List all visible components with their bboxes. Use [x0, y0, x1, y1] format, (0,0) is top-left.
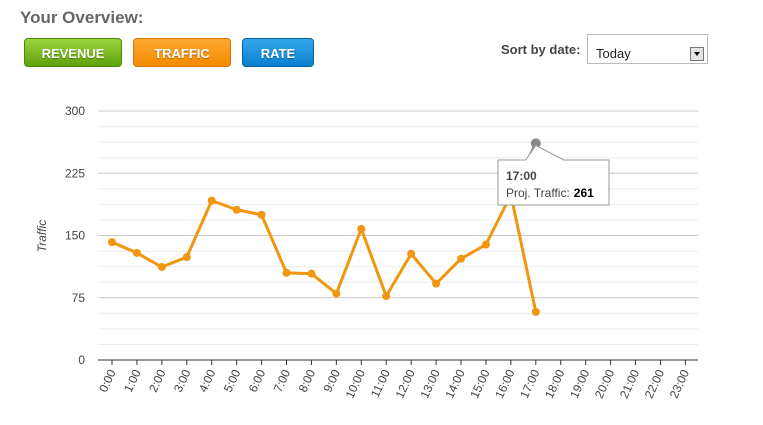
x-tick-label: 0:00 — [96, 367, 119, 394]
data-point — [108, 238, 116, 247]
y-tick-label: 75 — [72, 291, 86, 305]
x-tick-label: 5:00 — [221, 367, 244, 394]
sort-select[interactable]: Today — [587, 34, 708, 64]
x-tick-label: 3:00 — [171, 367, 194, 394]
revenue-button[interactable]: REVENUE — [24, 38, 122, 67]
overview-title: Your Overview: — [20, 8, 144, 27]
x-tick-label: 21:00 — [617, 367, 643, 400]
x-tick-label: 20:00 — [592, 367, 618, 400]
tooltip-series: Proj. Traffic: — [506, 186, 570, 200]
data-point — [132, 248, 141, 257]
x-tick-label: 7:00 — [271, 367, 294, 394]
x-tick-label: 19:00 — [567, 367, 593, 400]
dropdown-arrow[interactable] — [690, 47, 704, 61]
tooltip-title: 17:00 — [506, 169, 537, 183]
data-point — [232, 205, 241, 214]
data-point — [432, 279, 441, 288]
y-tick-label: 150 — [65, 229, 85, 243]
data-point — [332, 289, 341, 298]
x-tick-label: 23:00 — [667, 367, 693, 400]
x-tick-label: 10:00 — [343, 367, 369, 400]
traffic-button[interactable]: TRAFFIC — [133, 38, 231, 67]
series-line — [111, 193, 538, 313]
data-point — [282, 268, 291, 277]
y-axis-label: Traffic — [35, 220, 49, 252]
x-tick-label: 17:00 — [517, 367, 543, 400]
sort-value: Today — [596, 46, 631, 61]
x-tick-label: 11:00 — [368, 367, 393, 400]
x-tick-label: 14:00 — [442, 367, 468, 400]
data-point — [307, 269, 316, 278]
tooltip-box — [497, 144, 610, 206]
data-point — [481, 240, 490, 249]
data-point — [207, 196, 216, 205]
x-tick-label: 13:00 — [417, 367, 443, 400]
y-tick-label: 300 — [65, 104, 85, 118]
data-point — [257, 210, 266, 219]
y-tick-label: 0 — [78, 353, 85, 367]
sort-label: Sort by date: — [501, 42, 581, 57]
data-point — [407, 249, 416, 258]
grid — [98, 110, 698, 361]
data-point — [531, 307, 540, 316]
rate-button[interactable]: RATE — [242, 38, 314, 67]
x-tick-label: 8:00 — [296, 367, 319, 394]
tooltip-label: Proj. Traffic: 261 — [506, 186, 594, 200]
x-tick-label: 16:00 — [492, 367, 518, 400]
data-point — [182, 253, 191, 262]
x-tick-label: 9:00 — [321, 367, 344, 394]
x-tick-label: 4:00 — [196, 367, 219, 394]
x-tick-label: 18:00 — [542, 367, 568, 400]
data-point — [157, 263, 166, 272]
data-point — [457, 254, 466, 263]
x-tick-label: 2:00 — [146, 367, 169, 394]
x-tick-label: 12:00 — [392, 367, 418, 400]
y-tick-label: 225 — [65, 166, 85, 180]
data-point — [357, 224, 366, 233]
x-tick-label: 1:00 — [121, 367, 144, 394]
data-point — [530, 138, 541, 149]
x-tick-label: 22:00 — [642, 367, 668, 400]
x-tick-label: 15:00 — [467, 367, 493, 400]
tooltip: 17:00 Proj. Traffic: 261 — [497, 144, 610, 206]
data-point — [382, 292, 391, 301]
x-tick-label: 6:00 — [246, 367, 269, 394]
tooltip-value: 261 — [574, 186, 594, 200]
